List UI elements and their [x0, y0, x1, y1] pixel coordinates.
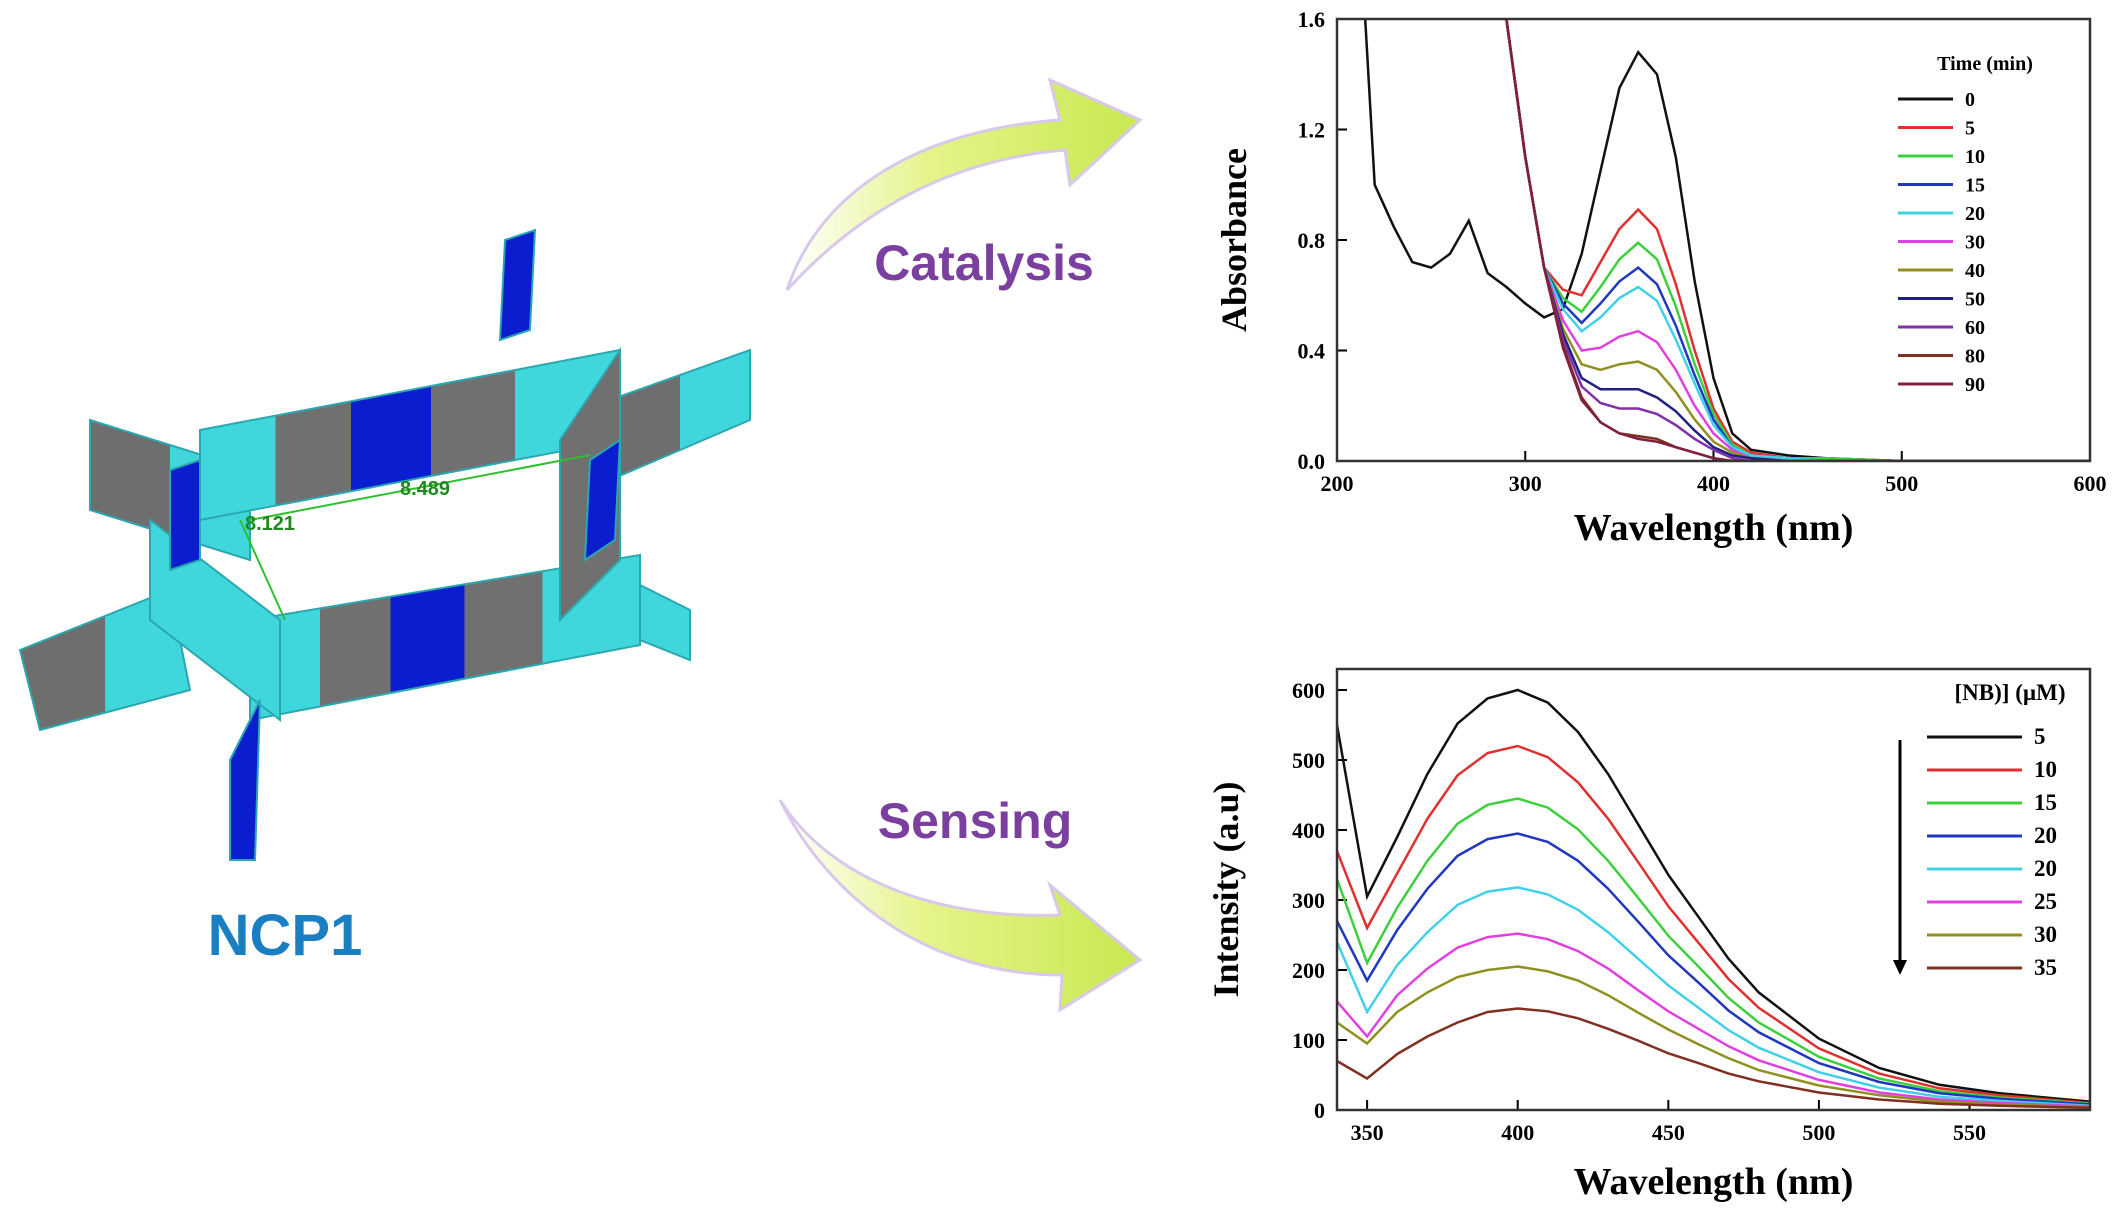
y-axis-label: Absorbance	[1214, 148, 1254, 332]
x-tick-label: 400	[1501, 1120, 1534, 1145]
charts: 200 300 400 500 6000.00.40.81.21.60510152030…	[1206, 7, 2107, 1203]
series-line	[1337, 932, 2090, 1108]
series-line	[1505, 19, 2090, 461]
y-tick-label: 400	[1292, 818, 1325, 843]
x-axis-label: Wavelength (nm)	[1574, 507, 1854, 549]
series-line	[1337, 832, 2090, 1106]
y-tick-label: 0.4	[1298, 339, 1326, 364]
y-axis-label: Intensity (a.u)	[1206, 781, 1246, 997]
y-tick-label: 200	[1292, 958, 1325, 983]
plot-frame	[1335, 17, 2092, 463]
legend-label: 5	[1965, 118, 1975, 140]
y-tick-label: 600	[1292, 678, 1325, 703]
legend-label: 20	[2034, 856, 2057, 881]
series-line	[1505, 19, 2090, 461]
series-line	[1505, 19, 2090, 461]
x-tick-label: 500	[1802, 1120, 1835, 1145]
series-line	[1505, 19, 2090, 461]
legend-label: 10	[1965, 146, 1985, 168]
legend-label: 5	[2034, 724, 2046, 749]
series-line	[1337, 688, 2090, 1103]
legend-label: 80	[1965, 346, 1985, 368]
y-tick-label: 0	[1314, 1098, 1325, 1123]
x-tick-label: 400	[1697, 471, 1730, 496]
distance-label: 8.489	[400, 478, 450, 500]
legend-label: 15	[2034, 790, 2057, 815]
y-tick-label: 300	[1292, 888, 1325, 913]
x-tick-label: 550	[1953, 1120, 1986, 1145]
legend-title: Time (min)	[1937, 53, 2033, 75]
legend-title: [NB)] (µM)	[1955, 680, 2066, 705]
legend-label: 0	[1965, 89, 1975, 111]
y-tick-label: 0.0	[1298, 449, 1326, 474]
series-line	[1505, 19, 2090, 461]
catalysis-label: Catalysis	[874, 235, 1094, 291]
series-line	[1505, 19, 2090, 461]
legend-label: 25	[2034, 889, 2057, 914]
plot-frame	[1335, 667, 2092, 1112]
legend-label: 30	[2034, 922, 2057, 947]
series-line	[1337, 886, 2090, 1108]
legend-label: 90	[1965, 374, 1985, 396]
series-line	[1337, 1007, 2090, 1110]
x-axis-label: Wavelength (nm)	[1574, 1161, 1854, 1203]
x-tick-label: 300	[1509, 471, 1542, 496]
compound-label: NCP1	[208, 903, 363, 968]
x-tick-label: 500	[1885, 471, 1918, 496]
series-line	[1337, 797, 2090, 1105]
legend-label: 20	[2034, 823, 2057, 848]
legend-label: 35	[2034, 955, 2057, 980]
legend-label: 10	[2034, 757, 2057, 782]
legend-label: 60	[1965, 317, 1985, 339]
x-tick-label: 350	[1351, 1120, 1384, 1145]
legend-label: 30	[1965, 232, 1985, 254]
sensing-label: Sensing	[878, 793, 1072, 849]
series-line	[1363, 19, 2090, 461]
distance-label: 8.121	[245, 513, 295, 535]
legend-label: 20	[1965, 203, 1985, 225]
legend-label: 15	[1965, 175, 1985, 197]
series-line	[1505, 19, 2090, 461]
arrow	[785, 77, 1143, 292]
y-tick-label: 0.8	[1298, 228, 1326, 253]
legend-label: 40	[1965, 260, 1985, 282]
y-tick-label: 100	[1292, 1028, 1325, 1053]
series-line	[1337, 965, 2090, 1109]
series-line	[1337, 744, 2090, 1105]
x-tick-label: 600	[2074, 471, 2107, 496]
x-tick-label: 200	[1321, 471, 1354, 496]
series-line	[1505, 19, 2090, 461]
arrow	[778, 799, 1143, 1013]
y-tick-label: 500	[1292, 748, 1325, 773]
series-line	[1505, 19, 2090, 461]
legend-label: 50	[1965, 289, 1985, 311]
y-tick-label: 1.2	[1298, 118, 1326, 143]
series-line	[1505, 19, 2090, 461]
x-tick-label: 450	[1652, 1120, 1685, 1145]
y-tick-label: 1.6	[1298, 7, 1326, 32]
legend-arrow-head	[1893, 960, 1907, 975]
framework	[18, 228, 751, 861]
